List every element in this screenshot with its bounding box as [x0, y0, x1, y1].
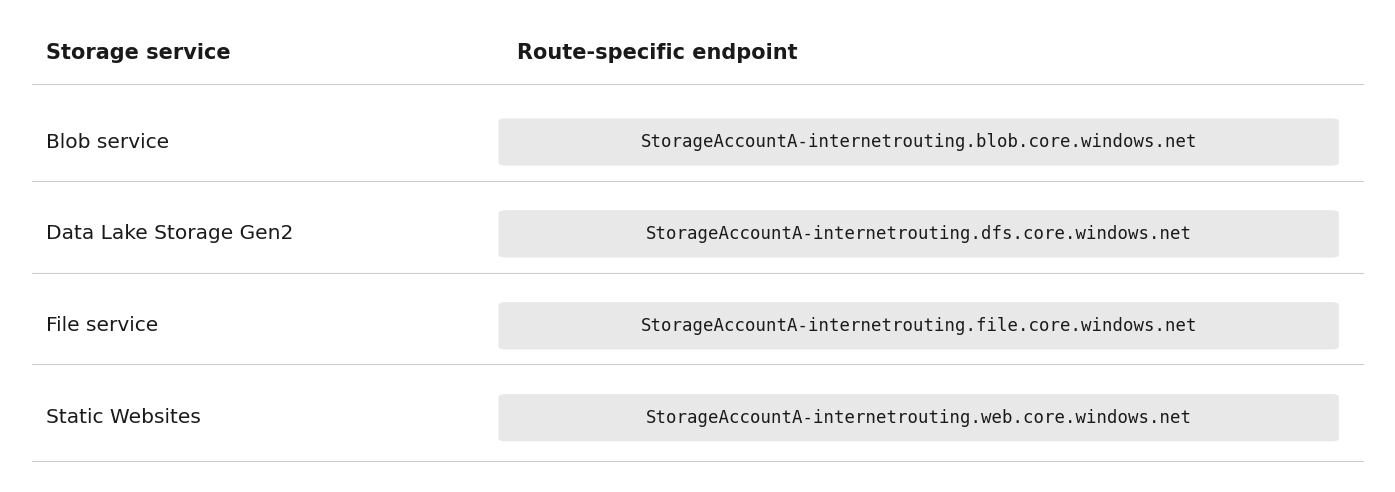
FancyBboxPatch shape [499, 211, 1338, 257]
FancyBboxPatch shape [499, 303, 1338, 349]
FancyBboxPatch shape [499, 119, 1338, 165]
Text: Static Websites: Static Websites [46, 408, 201, 427]
Text: StorageAccountA-internetrouting.blob.core.windows.net: StorageAccountA-internetrouting.blob.cor… [640, 133, 1197, 151]
Text: Storage service: Storage service [46, 42, 230, 62]
Text: Data Lake Storage Gen2: Data Lake Storage Gen2 [46, 224, 293, 244]
Text: StorageAccountA-internetrouting.file.core.windows.net: StorageAccountA-internetrouting.file.cor… [640, 317, 1197, 335]
Text: File service: File service [46, 316, 158, 336]
Text: StorageAccountA-internetrouting.web.core.windows.net: StorageAccountA-internetrouting.web.core… [646, 409, 1191, 427]
FancyBboxPatch shape [499, 395, 1338, 441]
Text: StorageAccountA-internetrouting.dfs.core.windows.net: StorageAccountA-internetrouting.dfs.core… [646, 225, 1191, 243]
Text: Blob service: Blob service [46, 132, 169, 152]
Text: Route-specific endpoint: Route-specific endpoint [518, 42, 798, 62]
